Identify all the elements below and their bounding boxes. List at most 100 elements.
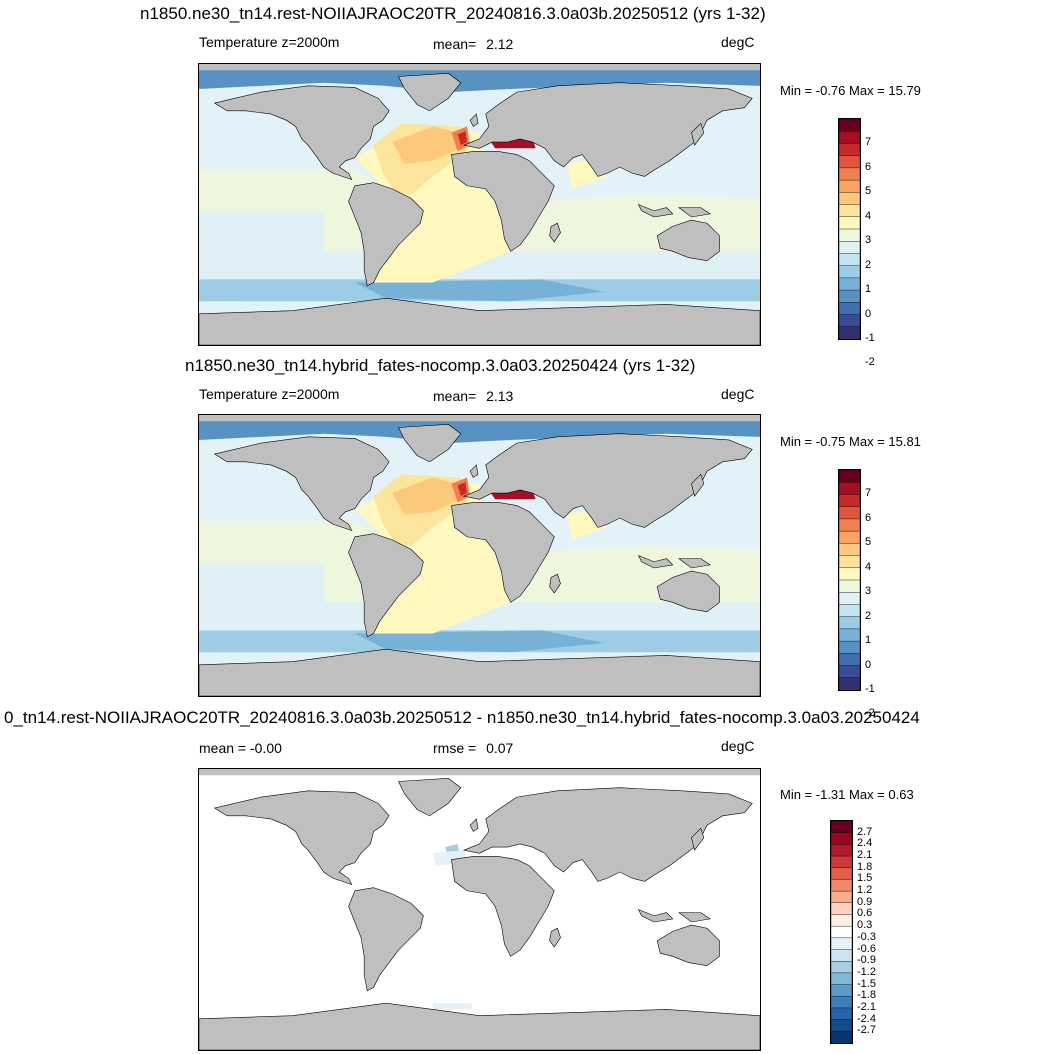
colorbar-tick-label: 3 — [865, 234, 872, 247]
japan-landmass — [691, 123, 703, 145]
south-america-landmass — [349, 534, 424, 637]
colorbar-tick-label: 5 — [865, 185, 872, 198]
africa-landmass — [451, 151, 554, 251]
south-america-landmass — [349, 183, 424, 286]
colorbar-tick-label: 7 — [865, 136, 872, 149]
panel-1-mean-name: mean= — [433, 36, 477, 52]
colorbar-tick-label: -1.8 — [857, 989, 876, 1002]
panel-1-minmax: Min = -0.76 Max = 15.79 — [780, 83, 921, 98]
indonesia-landmass — [638, 556, 672, 568]
panel-3-colorbar — [830, 820, 853, 1044]
antarctica-landmass — [199, 649, 760, 696]
australia-landmass — [657, 925, 719, 966]
colorbar-tick-label: 2.7 — [857, 825, 873, 838]
panel-1-units: degC — [721, 34, 755, 50]
greenland-landmass — [398, 778, 460, 815]
colorbar-tick-label: 1.5 — [857, 872, 873, 885]
colorbar-tick-label: 4 — [865, 209, 872, 222]
north-america-landmass — [215, 86, 390, 180]
panel-3-rmse-name: rmse = — [433, 740, 477, 756]
eurasia-landmass — [464, 788, 752, 882]
greenland-landmass — [398, 73, 460, 110]
north-america-landmass — [215, 791, 390, 885]
colorbar-tick-label: -2 — [865, 356, 875, 369]
panel-2-units: degC — [721, 386, 755, 402]
indonesia-landmass — [638, 910, 672, 922]
colorbar-tick-label: -0.6 — [857, 942, 876, 955]
colorbar-tick-label: 1 — [865, 634, 872, 647]
panel-2-map — [198, 414, 761, 697]
africa-landmass — [451, 856, 554, 956]
panel-1-colorbar — [838, 118, 861, 340]
colorbar-tick-label: 0.9 — [857, 895, 873, 908]
panel-3-map — [198, 768, 761, 1051]
colorbar-tick-label: -1 — [865, 332, 875, 344]
australia-landmass — [657, 220, 719, 261]
south-america-landmass — [349, 888, 424, 991]
colorbar-tick-label: 5 — [865, 536, 872, 549]
colorbar-tick-label: -1 — [865, 683, 875, 695]
panel-3-title: 0_tn14.rest-NOIIAJRAOC20TR_20240816.3.0a… — [4, 708, 920, 727]
colorbar-tick-label: 6 — [865, 511, 872, 524]
japan-landmass — [691, 474, 703, 496]
colorbar-tick-label: -2.1 — [857, 1000, 876, 1013]
antarctica-landmass — [199, 298, 760, 345]
panel-1-variable-label: Temperature z=2000m — [199, 34, 340, 50]
colorbar-tick-label: -0.3 — [857, 930, 876, 943]
panel-2-mean-value: 2.13 — [486, 388, 514, 404]
madagascar-landmass — [550, 928, 561, 947]
indonesia-landmass — [638, 205, 672, 217]
colorbar-tick-label: 0.6 — [857, 907, 873, 920]
panel-1-title: n1850.ne30_tn14.rest-NOIIAJRAOC20TR_2024… — [140, 4, 766, 23]
colorbar-tick-label: 3 — [865, 585, 872, 598]
eurasia-landmass — [464, 83, 752, 177]
panel-1-mean-label: mean= 2.12 — [433, 36, 513, 52]
colorbar-tick-label: 1.2 — [857, 884, 873, 897]
colorbar-tick-label: -1.2 — [857, 965, 876, 978]
colorbar-tick-label: 0 — [865, 307, 872, 320]
panel-2-colorbar — [838, 469, 861, 691]
greenland-landmass — [398, 424, 460, 461]
colorbar-tick-label: 2 — [865, 609, 872, 622]
colorbar-tick-label: 2 — [865, 258, 872, 271]
panel-3-units: degC — [721, 738, 755, 754]
colorbar-tick-label: 0 — [865, 658, 872, 671]
colorbar-tick-label: 1.8 — [857, 860, 873, 873]
colorbar-tick-label: 2.1 — [857, 849, 873, 862]
panel-2-minmax: Min = -0.75 Max = 15.81 — [780, 434, 921, 449]
panel-1-map — [198, 63, 761, 346]
australia-landmass — [657, 571, 719, 612]
uk-landmass — [470, 114, 478, 126]
panel-2-variable-label: Temperature z=2000m — [199, 386, 340, 402]
colorbar-tick-label: -2.4 — [857, 1012, 876, 1025]
colorbar-tick-label: 4 — [865, 560, 872, 573]
madagascar-landmass — [550, 223, 561, 242]
colorbar-tick-label: 2.4 — [857, 837, 873, 850]
colorbar-tick-label: -1.5 — [857, 977, 876, 990]
japan-landmass — [691, 828, 703, 850]
madagascar-landmass — [550, 574, 561, 593]
colorbar-tick-label: -2 — [865, 707, 875, 720]
new-guinea-landmass — [679, 208, 710, 217]
antarctica-landmass — [199, 1003, 760, 1050]
panel-2-mean-name: mean= — [433, 388, 477, 404]
panel-3-rmse-value: 0.07 — [486, 740, 514, 756]
new-guinea-landmass — [679, 913, 710, 922]
panel-3-rmse-label: rmse = 0.07 — [433, 740, 513, 756]
panel-1-mean-value: 2.12 — [486, 36, 514, 52]
uk-landmass — [470, 819, 478, 831]
north-america-landmass — [215, 437, 390, 531]
colorbar-tick-label: 7 — [865, 487, 872, 500]
uk-landmass — [470, 465, 478, 477]
colorbar-tick-label: -2.7 — [857, 1024, 876, 1037]
panel-3-mean-label: mean = -0.00 — [199, 740, 282, 756]
eurasia-landmass — [464, 434, 752, 528]
panel-3-minmax: Min = -1.31 Max = 0.63 — [780, 787, 914, 802]
new-guinea-landmass — [679, 559, 710, 568]
colorbar-tick-label: 6 — [865, 160, 872, 173]
panel-2-title: n1850.ne30_tn14.hybrid_fates-nocomp.3.0a… — [185, 356, 696, 375]
panel-2-mean-label: mean= 2.13 — [433, 388, 513, 404]
colorbar-tick-label: 0.3 — [857, 919, 873, 932]
colorbar-tick-label: 1 — [865, 283, 872, 296]
colorbar-tick-label: -0.9 — [857, 954, 876, 967]
